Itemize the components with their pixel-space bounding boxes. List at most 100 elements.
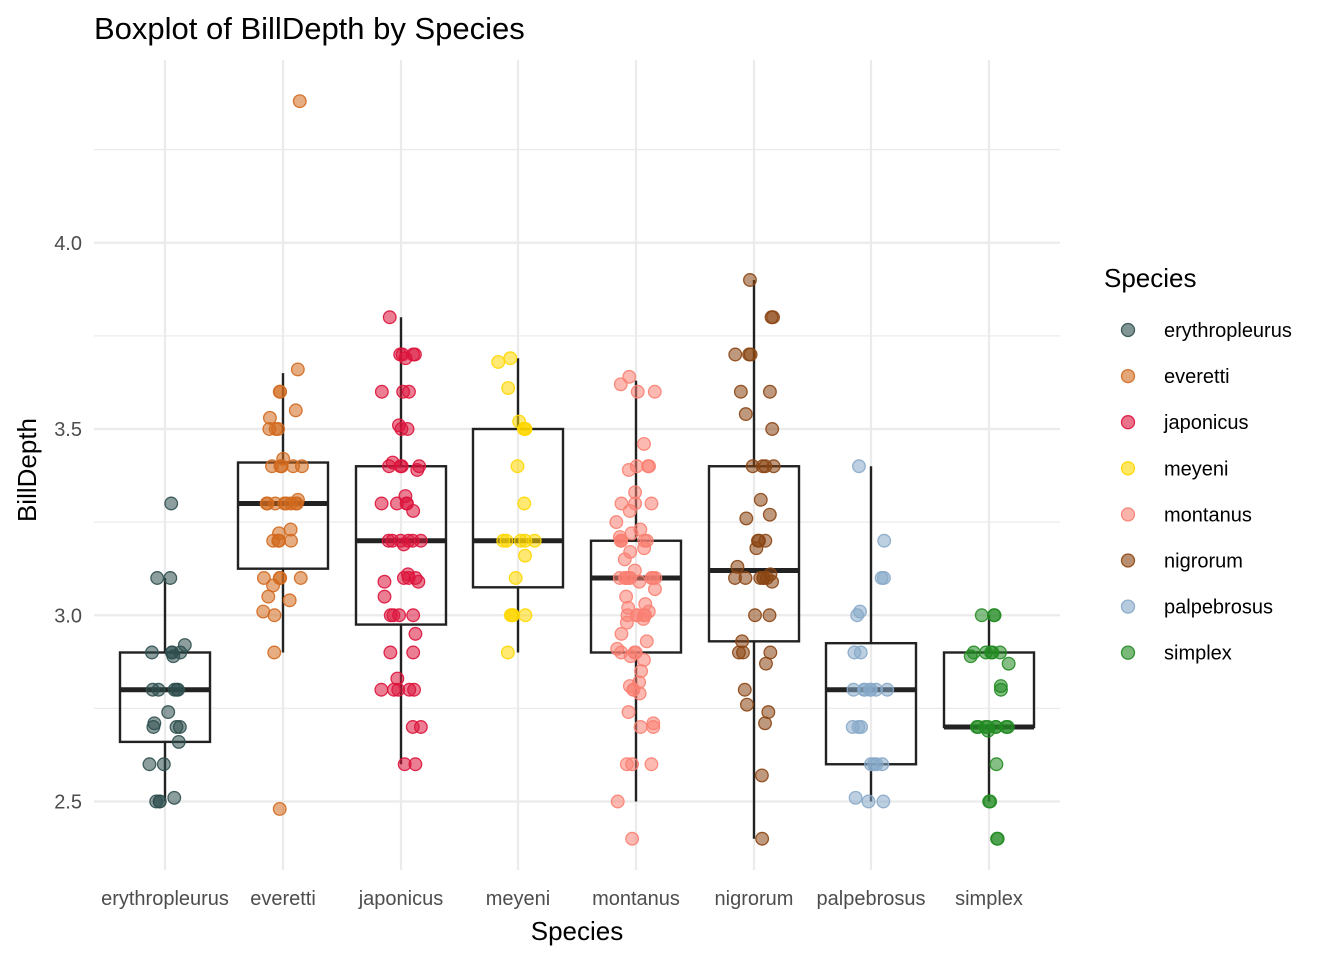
data-point (986, 608, 1001, 623)
data-point (410, 463, 425, 477)
data-point (518, 548, 533, 563)
data-point (619, 757, 634, 772)
data-point (730, 559, 745, 574)
legend-item-montanus: montanus (1120, 504, 1252, 526)
data-point (406, 608, 421, 623)
data-point (644, 496, 659, 511)
y-tick-label: 4.0 (54, 233, 82, 255)
legend-item-nigrorum: nigrorum (1120, 551, 1243, 573)
points-nigrorum (728, 273, 781, 846)
data-point (145, 682, 160, 697)
data-point (749, 541, 764, 556)
data-point (739, 697, 754, 712)
data-point (506, 608, 521, 623)
data-point (150, 571, 165, 585)
data-point (765, 422, 780, 436)
x-tick-label: meyeni (486, 888, 550, 910)
data-point (874, 571, 889, 585)
legend-item-palpebrosus: palpebrosus (1120, 597, 1273, 619)
y-tick-label: 3.0 (54, 605, 82, 627)
legend: Species erythropleurus everetti japonicus m… (1104, 263, 1292, 665)
data-point (1001, 656, 1016, 671)
data-point (383, 645, 398, 660)
boxes (118, 280, 1036, 839)
data-point (1000, 720, 1015, 734)
data-point (762, 608, 777, 623)
chart-title: Boxplot of BillDepth by Species (94, 11, 525, 46)
data-point (398, 351, 413, 366)
legend-key (1120, 322, 1136, 338)
legend-key (1120, 415, 1136, 430)
data-point (510, 459, 525, 474)
data-point (171, 734, 186, 749)
data-point (648, 582, 662, 597)
data-point (745, 459, 760, 474)
legend-title: Species (1104, 263, 1197, 293)
x-tick-label: nigrorum (715, 888, 794, 910)
data-point (408, 626, 423, 641)
data-point (396, 384, 411, 399)
data-point (518, 608, 533, 623)
data-point (267, 645, 282, 660)
data-point (989, 757, 1004, 772)
data-point (273, 384, 288, 399)
data-point (646, 720, 661, 734)
data-point (753, 492, 768, 507)
data-point (738, 571, 753, 585)
data-point (622, 504, 637, 518)
legend-label: meyeni (1164, 458, 1228, 480)
legend-key (1120, 368, 1136, 384)
data-point (156, 757, 171, 772)
data-point (279, 496, 294, 511)
data-point (163, 571, 178, 585)
data-point (632, 574, 647, 589)
data-point (854, 720, 869, 734)
data-point (293, 571, 308, 585)
data-point (377, 574, 392, 589)
data-point (166, 649, 181, 664)
data-point (639, 634, 654, 649)
points-everetti (256, 94, 309, 816)
data-point (500, 645, 515, 660)
data-point (386, 682, 401, 697)
data-point (169, 682, 184, 697)
data-point (634, 664, 649, 679)
data-point (762, 384, 777, 399)
legend-item-japonicus: japonicus (1120, 412, 1249, 434)
data-point (755, 831, 770, 846)
points (142, 94, 1016, 846)
data-point (272, 533, 286, 548)
data-point (411, 574, 426, 589)
data-point (273, 459, 288, 474)
data-point (167, 790, 182, 805)
data-point (619, 615, 634, 630)
data-point (738, 407, 753, 422)
data-point (994, 682, 1008, 697)
data-point (501, 381, 516, 395)
data-point (619, 571, 633, 585)
x-tick-label: everetti (250, 888, 316, 910)
data-point (413, 533, 428, 548)
data-point (632, 686, 647, 701)
data-point (517, 496, 532, 511)
data-point (286, 459, 301, 474)
box-nigrorum (707, 280, 801, 839)
data-point (644, 757, 659, 772)
x-tick-label: montanus (592, 888, 680, 910)
legend-item-everetti: everetti (1120, 366, 1230, 388)
data-point (499, 533, 514, 548)
data-point (609, 515, 624, 530)
data-point (743, 273, 757, 287)
data-point (619, 589, 634, 604)
data-point (382, 310, 397, 325)
legend-label: nigrorum (1164, 551, 1243, 573)
data-point (765, 574, 779, 589)
data-point (261, 589, 276, 604)
legend-item-meyeni: meyeni (1120, 458, 1228, 480)
x-tick-labels: erythropleurus everetti japonicus meyeni mon… (101, 888, 1023, 910)
data-point (617, 552, 632, 567)
data-point (374, 496, 389, 511)
data-point (164, 496, 179, 511)
data-point (637, 436, 651, 451)
data-point (636, 612, 651, 626)
